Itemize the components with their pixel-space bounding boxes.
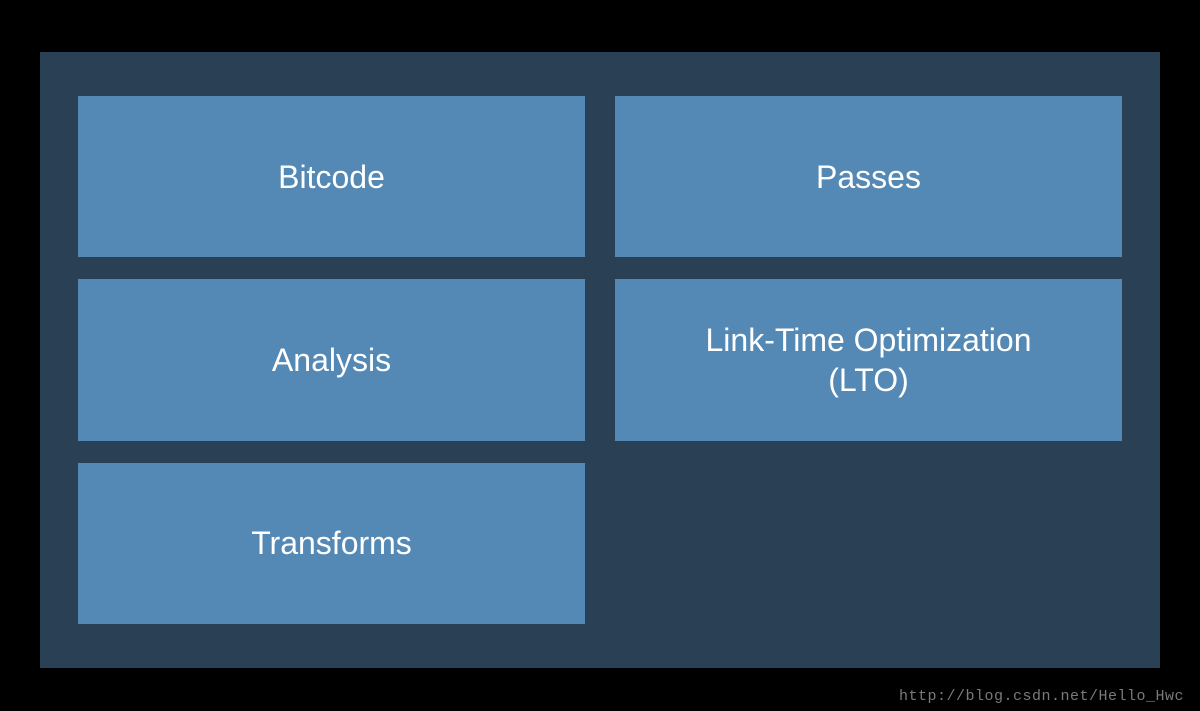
tile-label: Bitcode — [278, 157, 385, 197]
tile-bitcode: Bitcode — [78, 96, 585, 257]
tile-label: Transforms — [251, 523, 412, 563]
watermark-text: http://blog.csdn.net/Hello_Hwc — [899, 688, 1184, 705]
tile-label: Link-Time Optimization(LTO) — [705, 320, 1031, 400]
tile-transforms: Transforms — [78, 463, 585, 624]
tile-analysis: Analysis — [78, 279, 585, 440]
tile-label: Analysis — [272, 340, 391, 380]
tile-lto: Link-Time Optimization(LTO) — [615, 279, 1122, 440]
diagram-container: Bitcode Passes Analysis Link-Time Optimi… — [40, 52, 1160, 668]
tile-label: Passes — [816, 157, 921, 197]
tile-empty — [615, 463, 1122, 624]
tile-passes: Passes — [615, 96, 1122, 257]
